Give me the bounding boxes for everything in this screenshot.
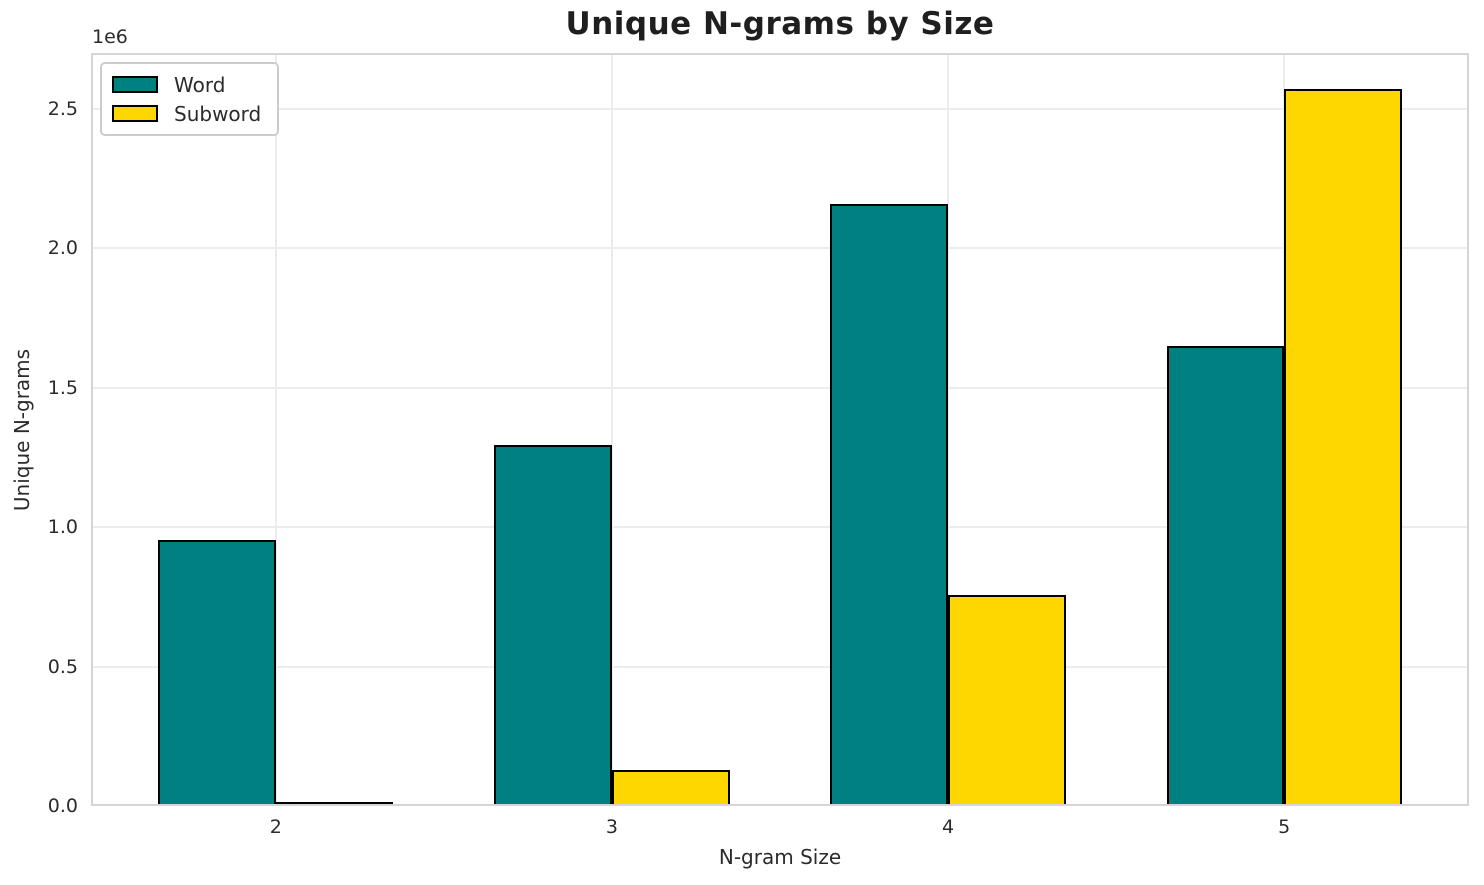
gridline-vertical xyxy=(947,53,950,806)
legend-item-word: Word xyxy=(112,72,261,97)
y-tick-label: 0.5 xyxy=(47,655,78,678)
x-axis-label: N-gram Size xyxy=(718,845,842,869)
subword-swatch-icon xyxy=(112,105,158,122)
gridline-horizontal xyxy=(91,665,1469,668)
gridline-horizontal xyxy=(91,247,1469,250)
y-tick-label: 2.0 xyxy=(47,237,78,260)
x-tick-label: 3 xyxy=(605,816,618,838)
y-tick-label: 2.5 xyxy=(47,97,78,120)
legend-label: Word xyxy=(174,72,226,97)
gridline-horizontal xyxy=(91,526,1469,529)
bar-word-3 xyxy=(494,444,612,806)
gridline-horizontal xyxy=(91,386,1469,389)
bar-subword-5 xyxy=(1284,89,1402,806)
bar-subword-3 xyxy=(611,769,730,806)
gridline-horizontal xyxy=(91,107,1469,110)
legend-item-subword: Subword xyxy=(112,101,261,126)
bar-word-4 xyxy=(830,203,949,806)
x-tick-label: 5 xyxy=(1278,816,1291,838)
y-axis-label: Unique N-grams xyxy=(10,348,34,512)
gridline-vertical xyxy=(610,53,613,806)
y-tick-label: 1.5 xyxy=(47,376,78,399)
y-tick-label: 1.0 xyxy=(47,516,78,539)
x-tick-label: 2 xyxy=(269,816,282,838)
bar-subword-2 xyxy=(275,801,394,806)
x-tick-label: 4 xyxy=(942,816,955,838)
word-swatch-icon xyxy=(112,76,158,93)
chart-title: Unique N-grams by Size xyxy=(565,6,995,42)
legend-label: Subword xyxy=(174,101,262,126)
bar-subword-4 xyxy=(948,595,1066,806)
legend: Word Subword xyxy=(100,62,280,136)
y-axis-offset-text: 1e6 xyxy=(92,26,128,48)
plot-area xyxy=(91,53,1469,806)
gridline-vertical xyxy=(274,53,277,806)
bar-word-2 xyxy=(158,539,276,806)
bar-word-5 xyxy=(1166,345,1285,806)
y-tick-label: 0.0 xyxy=(47,795,78,817)
